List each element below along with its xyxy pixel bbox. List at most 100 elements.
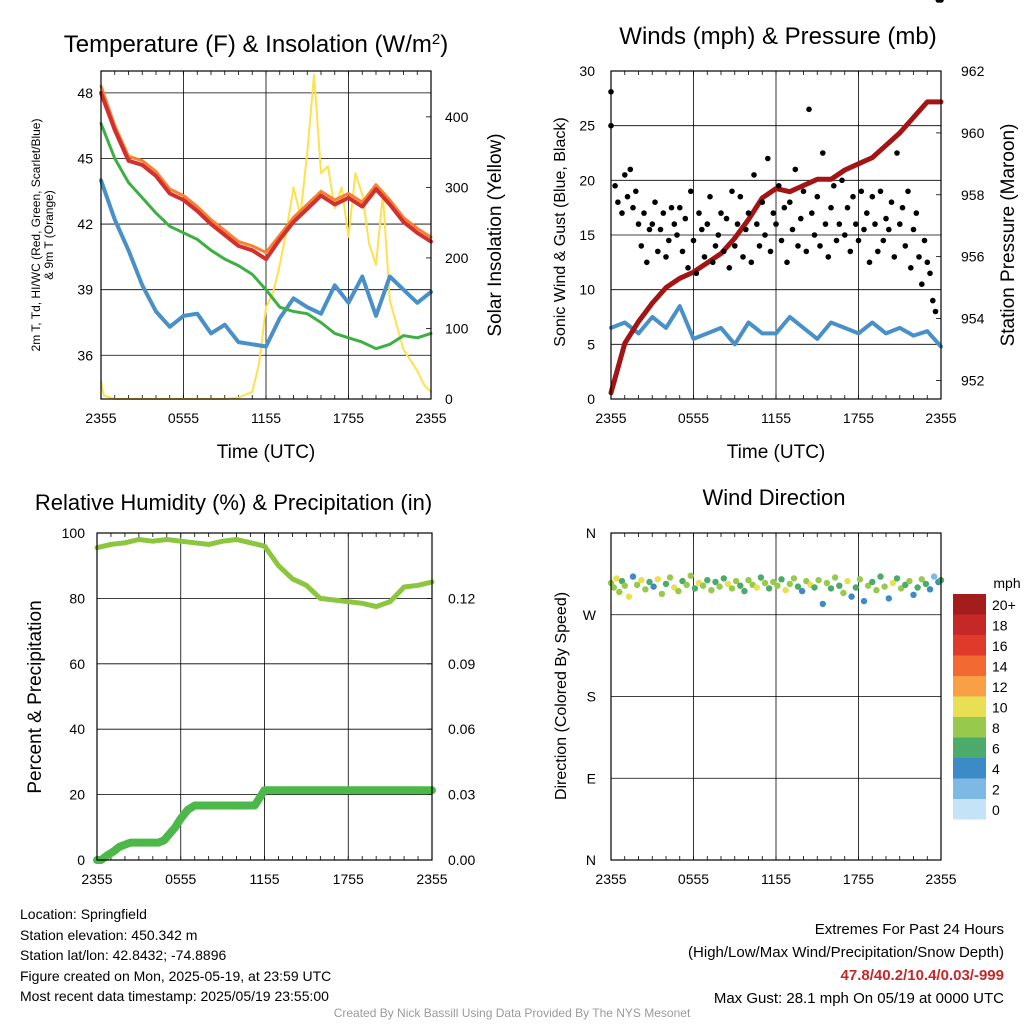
y-tick-label: 45 [77, 150, 93, 166]
gust-point [811, 232, 818, 238]
x-tick-label: 0555 [168, 410, 199, 426]
chart-title: Wind Direction [702, 485, 845, 510]
gust-point [778, 237, 785, 244]
gust-point [723, 215, 730, 222]
gust-point [707, 193, 713, 200]
direction-point [897, 585, 905, 592]
direction-point [745, 577, 752, 584]
gust-point [641, 210, 647, 216]
gust-point [792, 166, 799, 173]
gust-point [721, 248, 727, 255]
x-tick-label: 1155 [251, 410, 281, 426]
y2-tick-label: 0.09 [448, 656, 475, 672]
direction-point [704, 577, 711, 584]
y-tick-label: 0 [77, 852, 85, 868]
gust-point [902, 243, 909, 249]
legend-label: 14 [992, 659, 1008, 675]
y-tick-label: 20 [69, 787, 85, 803]
x-tick-label: 2355 [595, 871, 626, 887]
plot-frame [96, 532, 433, 861]
gust-point [927, 270, 933, 277]
gust-point [679, 248, 686, 255]
gust-point [842, 232, 848, 238]
gust-point [822, 221, 829, 227]
y-tick-label: 5 [587, 336, 595, 352]
gust-point [916, 254, 922, 260]
gust-point [806, 106, 812, 113]
direction-point [852, 584, 859, 591]
y-tick-label: W [583, 607, 597, 623]
y-tick-label: 25 [579, 118, 595, 134]
chart-title: Winds (mph) & Pressure (mb) [619, 23, 936, 50]
gust-point [809, 210, 815, 216]
direction-point [856, 576, 864, 583]
gust-point [612, 183, 618, 189]
gust-point [699, 226, 705, 233]
gust-point [756, 243, 763, 249]
y2-tick-label: 0.00 [448, 852, 475, 868]
x-tick-label: 1155 [249, 871, 279, 887]
direction-point [836, 582, 843, 589]
gust-point [751, 172, 757, 178]
gust-point [633, 188, 639, 195]
direction-point [699, 582, 707, 589]
y-tick-label: N [586, 525, 596, 541]
legend-swatch [953, 676, 986, 697]
max-gust-text: Max Gust: 28.1 mph On 05/19 at 0000 UTC [713, 990, 1004, 1007]
gust-point [888, 199, 895, 205]
direction-point [658, 590, 666, 598]
gust-point [877, 188, 884, 195]
direction-point [613, 575, 620, 582]
direction-point [753, 584, 760, 591]
y-axis-label-line1: 2m T, Td, HI/WC (Red, Green, Scarlet/Blu… [29, 119, 43, 352]
direction-point [844, 577, 851, 585]
direction-point [765, 585, 773, 592]
legend-label: 12 [992, 679, 1008, 695]
gust-point [836, 221, 843, 227]
direction-point [794, 583, 802, 590]
gust-point [649, 221, 656, 227]
gust-point [886, 226, 892, 233]
direction-point [618, 577, 626, 585]
y-tick-label: 42 [77, 216, 93, 232]
series-line-9m-t [99, 84, 433, 254]
gust-point [932, 308, 939, 315]
gust-point [765, 155, 771, 162]
direction-point [728, 585, 736, 592]
y-tick-label: 10 [579, 282, 595, 298]
direction-point [642, 586, 649, 593]
gust-point [853, 221, 859, 227]
x-tick-label: 0555 [165, 871, 196, 887]
direction-point [881, 583, 888, 590]
y-axis-label-line2: & 9m T (Orange) [42, 190, 56, 280]
legend-label: 18 [992, 618, 1008, 634]
x-tick-label: 1755 [333, 410, 364, 426]
gust-point [635, 221, 642, 227]
x-tick-label: 0555 [678, 871, 709, 887]
gust-point [798, 215, 804, 222]
y2-axis-label: Solar Insolation (Yellow) [485, 133, 506, 336]
y2-tick-label: 0.03 [448, 787, 475, 803]
x-tick-label: 1755 [843, 871, 874, 887]
y-tick-label: 39 [77, 282, 93, 298]
direction-point [811, 584, 818, 591]
latlon-text: Station lat/lon: 42.8432; -74.8896 [20, 947, 227, 963]
y-tick-label: 40 [69, 721, 85, 737]
series-line-2m-t [99, 90, 433, 262]
y-tick-label: 60 [69, 656, 85, 672]
gust-point [715, 232, 722, 238]
x-tick-label: 2355 [81, 871, 112, 887]
location-text: Location: Springfield [20, 906, 147, 922]
gust-point [688, 188, 694, 195]
direction-point [732, 577, 740, 585]
plot-frame [610, 532, 942, 861]
direction-point [625, 593, 633, 600]
y2-tick-label: 0.12 [448, 590, 475, 606]
y-tick-label: 20 [579, 172, 595, 188]
x-tick-label: 2355 [925, 410, 956, 426]
direction-point [819, 600, 826, 608]
gust-point [666, 237, 672, 244]
y-tick-label: 80 [69, 590, 85, 606]
title-superscript: 2 [432, 31, 440, 48]
direction-point [671, 584, 678, 591]
